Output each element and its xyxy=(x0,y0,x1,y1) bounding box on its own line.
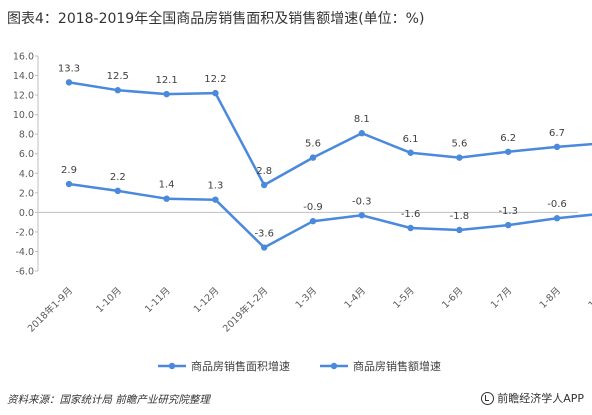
data-label: 6.2 xyxy=(500,133,516,144)
x-tick-label: 1-12月 xyxy=(192,285,222,315)
y-tick-label: 16.0 xyxy=(13,52,34,63)
x-tick-label: 1-8月 xyxy=(538,285,563,310)
y-tick-label: -2.0 xyxy=(15,227,34,238)
legend-swatch-marker xyxy=(168,362,176,370)
data-point xyxy=(261,244,268,251)
x-tick-label: 1-4月 xyxy=(342,285,367,310)
data-label: -0.6 xyxy=(547,199,567,210)
x-tick-label: 1-10月 xyxy=(94,285,124,315)
x-tick-label: 2018年1-9月 xyxy=(25,285,75,335)
data-point xyxy=(114,87,122,94)
legend: 商品房销售面积增速 商品房销售额增速 xyxy=(158,359,441,373)
data-point xyxy=(358,212,365,219)
data-label: 2.2 xyxy=(110,172,126,183)
data-label: 2.8 xyxy=(256,166,272,177)
y-tick-label: 0.0 xyxy=(19,208,34,219)
footer-bar xyxy=(0,388,592,415)
x-tick-label: 2019年1-2月 xyxy=(220,285,270,335)
data-label: 8.1 xyxy=(354,114,370,125)
data-label: -3.6 xyxy=(254,229,274,240)
data-point xyxy=(553,143,561,151)
x-tick-label: 1-11月 xyxy=(143,285,173,315)
brand-name: 前瞻经济学人APP xyxy=(497,392,584,405)
data-label: -0.9 xyxy=(303,202,323,213)
brand-mark: 前瞻经济学人APP xyxy=(481,390,584,406)
data-point xyxy=(212,89,219,97)
source-note: 资料来源：国家统计局 前瞻产业研究院整理 xyxy=(7,394,210,406)
data-point xyxy=(309,154,317,161)
data-label: -1.6 xyxy=(401,209,421,220)
data-label: -0.3 xyxy=(352,196,372,207)
x-tick-label: 1-6月 xyxy=(440,285,465,310)
data-point xyxy=(456,154,463,161)
data-point xyxy=(456,226,463,234)
data-label: 1.3 xyxy=(207,181,223,192)
y-tick-label: -4.0 xyxy=(15,247,34,258)
x-tick-label: 1-9月 xyxy=(586,285,592,310)
data-point xyxy=(309,217,317,225)
legend-swatch-marker xyxy=(330,362,338,370)
data-label: -1.8 xyxy=(450,211,470,222)
series xyxy=(65,79,592,251)
data-label: 5.6 xyxy=(451,139,467,150)
data-point xyxy=(163,90,170,98)
y-tick-label: 6.0 xyxy=(19,149,34,160)
legend-label: 商品房销售面积增速 xyxy=(191,359,290,373)
x-tick-label: 1-5月 xyxy=(391,285,416,310)
data-label: 1.4 xyxy=(159,180,175,191)
data-label: -1.3 xyxy=(498,206,518,217)
series-line-2 xyxy=(68,81,592,187)
data-label: 12.5 xyxy=(107,71,129,82)
data-point xyxy=(505,221,512,229)
y-tick-label: 12.0 xyxy=(13,91,34,102)
data-point xyxy=(65,180,73,188)
data-point xyxy=(212,196,219,203)
data-label: 6.1 xyxy=(403,134,419,145)
brand-logo-icon xyxy=(481,391,495,405)
data-point xyxy=(358,130,365,137)
data-point xyxy=(163,195,170,202)
y-axis-ticks: 16.0 14.0 12.0 10.0 8.0 6.0 4.0 2.0 0.0 -2.0 -4.0 -… xyxy=(13,52,38,278)
data-label: 5.6 xyxy=(305,139,321,150)
legend-label: 商品房销售额增速 xyxy=(353,359,441,373)
data-label: 12.1 xyxy=(155,75,177,86)
data-point xyxy=(553,215,561,222)
y-tick-label: 4.0 xyxy=(19,169,34,180)
x-axis-ticks: 2018年1-9月 1-10月 1-11月 1-12月 2019年1-2月 1-3月 1-4… xyxy=(25,285,592,335)
data-label: 6.7 xyxy=(549,128,565,139)
data-point xyxy=(505,148,512,155)
data-point xyxy=(407,224,414,232)
data-label: 13.3 xyxy=(58,63,80,74)
chart-title: 图表4：2018-2019年全国商品房销售面积及销售额增速(单位：%) xyxy=(7,11,425,27)
y-tick-label: 14.0 xyxy=(13,71,34,82)
data-label: 2.9 xyxy=(61,165,77,176)
data-point xyxy=(261,181,268,189)
y-tick-label: 10.0 xyxy=(13,110,34,121)
y-tick-label: -6.0 xyxy=(15,267,34,278)
data-labels: 2.9 2.2 1.4 1.3 -3.6 -0.9 -0.3 -1.6 -1.8 -1.3 -0.6… xyxy=(58,63,567,240)
y-tick-label: 8.0 xyxy=(19,130,34,141)
y-tick-label: 2.0 xyxy=(19,188,34,199)
x-tick-label: 1-7月 xyxy=(489,285,514,310)
data-point xyxy=(65,79,73,86)
data-label: 12.2 xyxy=(204,74,226,85)
data-point xyxy=(114,187,122,195)
x-tick-label: 1-3月 xyxy=(294,285,319,310)
series-line-1 xyxy=(68,182,592,249)
data-point xyxy=(407,149,414,156)
axes xyxy=(37,56,578,271)
